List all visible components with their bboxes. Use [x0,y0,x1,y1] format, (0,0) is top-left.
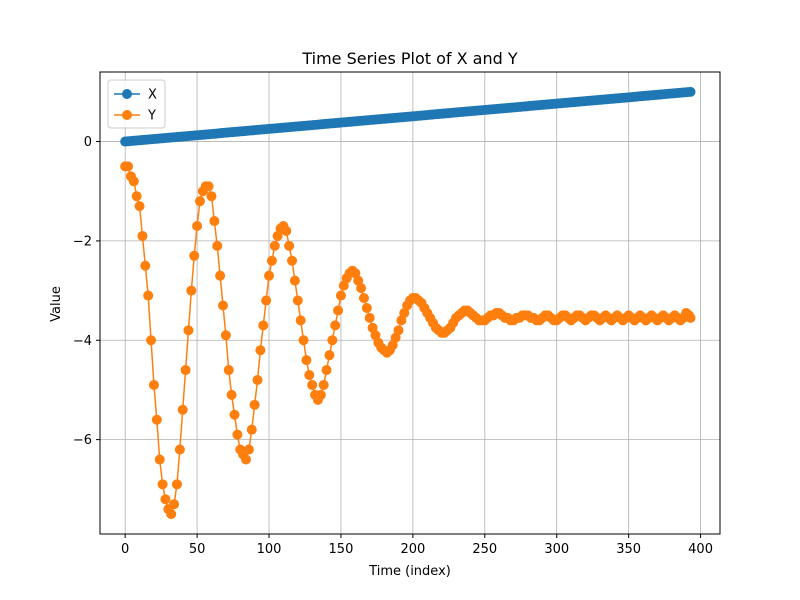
x-tick-label: 250 [472,542,497,557]
x-tick-label: 50 [189,542,206,557]
data-point-y [307,379,318,390]
data-point-y [241,454,252,465]
data-point-y [174,444,185,455]
data-point-y [364,312,375,323]
legend-label-x: X [148,88,157,103]
axes: 0 50 100 150 200 250 300 350 400 0 −2 −4 −6 [73,71,721,557]
series-layer [120,86,696,520]
data-point-y [123,161,134,172]
legend-marker-y [122,110,132,120]
data-point-y [335,290,346,301]
x-tick-label: 150 [329,542,354,557]
data-point-y [194,196,205,207]
data-point-y [223,365,234,376]
data-point-y [189,250,200,261]
data-point-y [209,216,220,227]
data-point-y [137,230,148,241]
data-point-y [157,479,168,490]
data-point-y [327,335,338,346]
data-point-y [356,283,367,294]
data-point-y [261,295,272,306]
data-point-y [249,399,260,410]
data-point-y [217,300,228,311]
data-point-y [177,404,188,415]
y-tick-label: −6 [73,433,92,448]
data-point-y [284,240,295,251]
data-point-y [171,479,182,490]
data-point-y [281,225,292,236]
data-point-y [318,379,329,390]
y-tick-label: −2 [73,234,92,249]
x-axis-label: Time (index) [368,564,451,579]
data-point-y [146,335,157,346]
data-point-y [243,444,254,455]
data-point-y [226,389,237,400]
data-point-y [203,181,214,192]
data-point-y [295,315,306,326]
x-tick-label: 200 [400,542,425,557]
data-point-y [186,285,197,296]
x-tick-label: 400 [688,542,713,557]
data-point-y [255,345,266,356]
legend-marker-x [122,89,132,99]
data-point-y [252,375,263,385]
data-point-y [166,509,177,520]
data-point-y [154,454,165,465]
data-point-y [131,191,142,202]
data-point-y [324,350,335,361]
data-point-y [685,312,696,323]
x-tick-label: 300 [544,542,569,557]
data-point-y [330,320,341,331]
data-point-y [206,191,217,202]
data-point-y [269,240,280,251]
data-point-y [315,389,326,400]
data-point-y [229,409,240,420]
data-point-y [220,330,231,341]
data-point-y [143,290,154,301]
data-point-y [160,494,171,505]
data-point-y [287,255,298,266]
data-point-y [140,260,151,271]
data-point-y [266,255,277,266]
x-tick-label: 0 [121,542,129,557]
x-tick-label: 100 [257,542,282,557]
data-point-x [685,86,696,97]
y-tick-label: 0 [84,135,92,150]
data-point-y [301,355,312,366]
data-point-y [180,365,191,376]
data-point-y [358,293,369,304]
data-point-y [321,365,332,376]
legend: XY [107,79,166,129]
data-point-y [128,176,139,187]
data-point-y [298,335,309,346]
data-point-y [148,379,159,390]
data-point-y [212,240,223,251]
data-point-y [169,499,180,510]
data-point-y [258,320,269,331]
data-point-y [304,370,315,381]
data-point-y [292,295,303,306]
data-point-y [289,275,300,286]
data-point-y [264,270,275,281]
data-point-y [246,424,257,435]
data-point-y [361,302,372,313]
legend-label-y: Y [147,109,156,124]
plot-frame [99,71,721,535]
data-point-y [333,305,344,316]
data-point-y [232,429,243,440]
data-point-y [151,414,162,425]
chart-title: Time Series Plot of X and Y [301,49,518,68]
data-point-y [192,221,203,231]
y-tick-label: −4 [73,334,92,349]
data-point-y [134,201,145,212]
data-point-y [393,325,404,336]
x-tick-label: 350 [616,542,641,557]
y-axis-label: Value [49,286,64,322]
data-point-y [215,270,226,281]
data-point-y [183,325,194,336]
